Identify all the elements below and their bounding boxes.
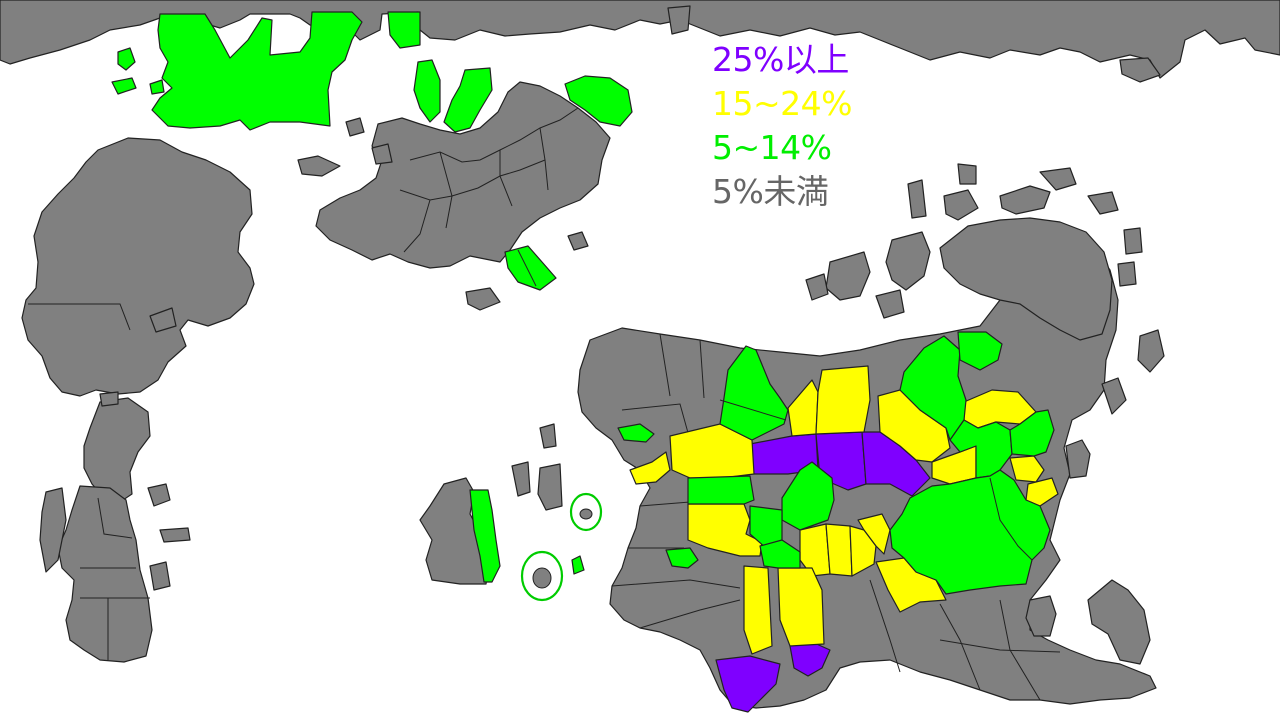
grey-islet xyxy=(39,487,67,573)
grey-islet xyxy=(1101,377,1127,415)
region-green xyxy=(617,423,655,443)
grey-ne-island xyxy=(1087,191,1119,215)
region-yellow xyxy=(815,365,871,435)
grey-west-tail xyxy=(57,485,153,663)
grey-ne-island xyxy=(907,179,927,219)
legend: 25%以上 15~24% 5~14% 5%未満 xyxy=(712,38,853,214)
region-green-peninsula xyxy=(413,59,441,123)
region-green xyxy=(687,475,755,505)
island-marker xyxy=(579,508,593,520)
region-green-northeast xyxy=(564,75,633,127)
region-green xyxy=(1009,409,1055,457)
grey-ne-island xyxy=(999,185,1051,215)
region-green xyxy=(899,335,967,441)
region-yellow xyxy=(1025,477,1059,507)
region-yellow xyxy=(629,451,671,485)
grey-islet xyxy=(159,527,191,543)
west-continent xyxy=(21,137,255,663)
region-yellow xyxy=(777,567,825,647)
region-north-islet xyxy=(117,47,136,71)
grey-islet xyxy=(345,117,365,137)
north-region xyxy=(111,11,421,131)
grey-ne-island xyxy=(875,289,905,319)
region-green-islet xyxy=(571,555,585,575)
grey-ne-island xyxy=(957,163,977,185)
grey-ne-island xyxy=(1123,227,1143,255)
east-continent xyxy=(577,231,1165,713)
grey-islet xyxy=(99,391,119,407)
legend-item-25-plus: 25%以上 xyxy=(712,40,849,79)
grey-islet xyxy=(371,143,393,165)
legend-item-under-5: 5%未満 xyxy=(712,172,829,211)
grey-islet xyxy=(1087,579,1151,665)
grey-ne-island xyxy=(805,273,829,301)
grey-islet xyxy=(149,307,177,333)
region-green xyxy=(781,461,835,531)
region-yellow xyxy=(857,513,891,555)
grey-islet xyxy=(511,461,531,497)
north-central-region xyxy=(413,59,633,133)
region-green xyxy=(719,345,789,441)
region-green-peninsula xyxy=(443,67,493,133)
region-yellow xyxy=(849,525,877,577)
region-yellow xyxy=(825,523,853,577)
region-yellow xyxy=(1009,455,1045,483)
region-north-green xyxy=(151,11,363,131)
grey-islet xyxy=(1137,329,1165,373)
grey-ne-island xyxy=(885,231,931,291)
legend-item-15-24: 15~24% xyxy=(712,84,853,123)
grey-islet xyxy=(567,231,589,251)
north-central-grey xyxy=(297,81,611,311)
grey-islet xyxy=(149,561,171,591)
grey-islet xyxy=(537,463,563,511)
island-marker xyxy=(532,567,552,589)
region-north-islet xyxy=(149,79,165,95)
arctic-islet xyxy=(1119,57,1161,83)
grey-ne-island xyxy=(825,251,871,301)
region-yellow xyxy=(743,565,773,655)
southwest-island xyxy=(419,423,603,602)
grey-ne-island xyxy=(1039,167,1077,191)
grey-islet xyxy=(297,155,341,177)
region-purple-south xyxy=(715,655,781,713)
arctic-islet xyxy=(667,5,691,35)
grey-islet xyxy=(1065,439,1091,479)
island-ring xyxy=(520,550,564,602)
grey-ne-island xyxy=(1117,261,1137,287)
grey-islet xyxy=(147,483,171,507)
grey-west-mass xyxy=(21,137,255,397)
region-green-strip xyxy=(504,245,557,291)
region-green xyxy=(665,547,699,569)
region-green xyxy=(949,419,1013,479)
region-north-green-2 xyxy=(387,11,421,49)
northeast-region xyxy=(805,163,1143,341)
grey-islet xyxy=(539,423,557,449)
grey-islet xyxy=(1025,595,1057,637)
region-green-sw-strip xyxy=(469,489,501,583)
grey-country xyxy=(315,81,611,269)
region-green xyxy=(957,331,1003,371)
grey-ne-mass xyxy=(939,217,1113,341)
grey-islet xyxy=(465,287,501,311)
grey-west-south xyxy=(83,397,151,503)
legend-item-5-14: 5~14% xyxy=(712,128,832,167)
region-green xyxy=(759,539,801,569)
region-north-islet xyxy=(111,77,137,95)
grey-ne-island xyxy=(943,189,979,221)
island-ring xyxy=(569,492,603,532)
